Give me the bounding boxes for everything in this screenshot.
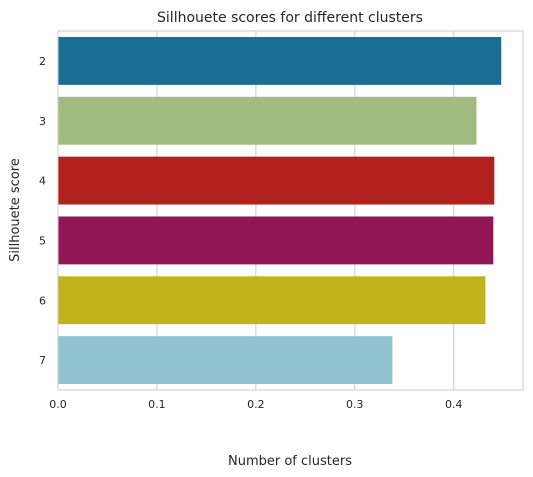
plot-background [58, 31, 523, 390]
y-tick-label: 6 [39, 294, 46, 307]
bar-2 [58, 36, 502, 85]
y-axis-label: Sillhouete score [8, 158, 23, 262]
bar-3 [58, 96, 477, 145]
x-tick-label: 0.1 [148, 398, 166, 411]
x-tick-label: 0.2 [247, 398, 265, 411]
bar-7 [58, 336, 393, 385]
bar-4 [58, 156, 495, 205]
y-tick-label: 3 [39, 115, 46, 128]
y-tick-label: 2 [39, 55, 46, 68]
x-tick-label: 0.4 [445, 398, 463, 411]
y-tick-label: 5 [39, 234, 46, 247]
x-tick-label: 0.0 [49, 398, 67, 411]
x-tick-labels: 0.0 0.1 0.2 0.3 0.4 [49, 398, 462, 411]
y-tick-label: 7 [39, 354, 46, 367]
bar-6 [58, 276, 486, 325]
x-axis-label: Number of clusters [228, 454, 352, 469]
bars [58, 36, 502, 385]
bar-5 [58, 216, 494, 265]
x-tick-label: 0.3 [346, 398, 364, 411]
chart-title: Sillhouete scores for different clusters [157, 10, 423, 26]
y-tick-label: 4 [39, 175, 46, 188]
y-tick-labels: 2 3 4 5 6 7 [39, 55, 46, 367]
plot-frame [57, 30, 524, 391]
